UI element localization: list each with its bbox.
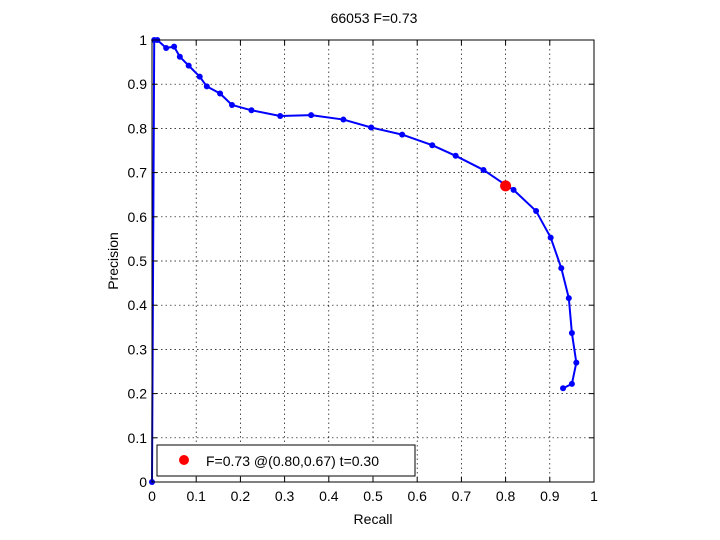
pr-curve-point [308, 112, 315, 119]
pr-curve-point [203, 83, 210, 90]
y-tick-label: 0 [139, 474, 147, 490]
legend-marker [179, 455, 189, 465]
pr-curve-point [480, 166, 487, 173]
pr-curve-point [217, 90, 224, 97]
grid-lines [152, 40, 594, 482]
pr-curve-point [171, 43, 178, 50]
y-axis-label: Precision [105, 232, 121, 290]
pr-curve-point [277, 113, 284, 120]
pr-curve-point [163, 44, 170, 51]
pr-curve-point [176, 53, 183, 60]
pr-curve-point [399, 131, 406, 138]
pr-curve-point [510, 186, 517, 193]
axis-ticks: 0 0.1 0.2 0.3 0.4 0.5 0.6 0.7 0.8 0.9 1 0 0.1 0.2 0.3 0… [128, 32, 599, 504]
legend-box [156, 444, 416, 477]
pr-curve-point [196, 73, 203, 80]
pr-curve-point [565, 295, 572, 302]
y-tick-label: 1 [139, 32, 147, 48]
best-f-point [500, 180, 512, 192]
legend: F=0.73 @(0.80,0.67) t=0.30 [156, 444, 416, 477]
pr-curve-point [368, 124, 375, 131]
y-tick-label: 0.3 [128, 341, 148, 357]
x-tick-label: 0.5 [363, 488, 383, 504]
y-tick-label: 0.9 [128, 76, 148, 92]
y-tick-label: 0.1 [128, 430, 148, 446]
pr-curve-point [248, 107, 255, 114]
x-axis-label: Recall [354, 511, 393, 527]
x-tick-label: 0.1 [186, 488, 206, 504]
pr-curve-point [568, 330, 575, 337]
x-tick-label: 0.8 [496, 488, 516, 504]
x-tick-label: 0.3 [275, 488, 295, 504]
pr-curve-point [560, 385, 567, 392]
y-tick-label: 0.8 [128, 120, 148, 136]
x-tick-label: 0.4 [319, 488, 339, 504]
x-tick-label: 0.6 [407, 488, 427, 504]
pr-curve-point [533, 208, 540, 215]
pr-curve-point [452, 152, 459, 159]
pr-curve-point [547, 234, 554, 241]
x-tick-label: 0.2 [231, 488, 251, 504]
x-tick-label: 0.7 [452, 488, 472, 504]
legend-label: F=0.73 @(0.80,0.67) t=0.30 [206, 453, 379, 469]
pr-curve-point [429, 142, 436, 149]
series-layer [149, 37, 580, 485]
pr-curve-point [568, 380, 575, 387]
y-tick-label: 0.7 [128, 165, 148, 181]
y-tick-label: 0.6 [128, 209, 148, 225]
x-tick-label: 1 [590, 488, 598, 504]
y-tick-label: 0.2 [128, 386, 148, 402]
pr-curve-point [573, 359, 580, 366]
pr-curve-point [185, 62, 192, 69]
y-tick-label: 0.5 [128, 253, 148, 269]
pr-curve-point [558, 265, 565, 272]
x-tick-label: 0.9 [540, 488, 560, 504]
pr-curve-point [229, 101, 236, 108]
x-tick-label: 0 [148, 488, 156, 504]
y-tick-label: 0.4 [128, 297, 148, 313]
chart-title: 66053 F=0.73 [331, 10, 418, 26]
pr-curve-point [340, 116, 347, 123]
